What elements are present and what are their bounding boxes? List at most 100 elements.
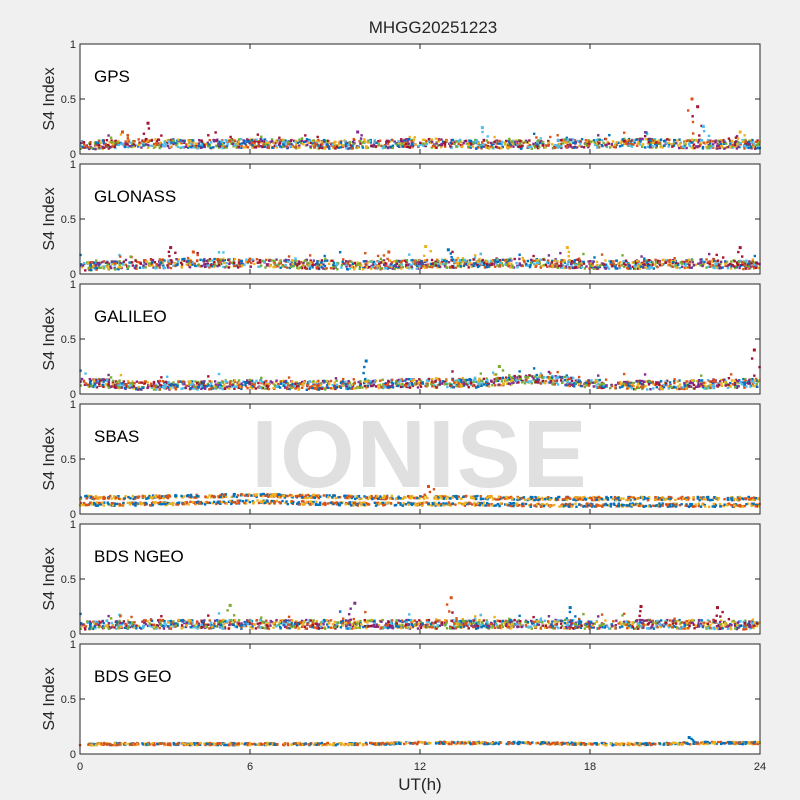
data-point	[265, 384, 269, 387]
data-point	[273, 144, 277, 148]
plot-area	[80, 164, 760, 274]
data-point	[283, 140, 286, 144]
data-point	[482, 261, 486, 264]
data-point	[222, 261, 226, 265]
data-point	[539, 382, 543, 385]
data-point	[630, 387, 634, 390]
data-point	[686, 383, 690, 387]
data-point	[424, 383, 428, 386]
data-point	[675, 142, 678, 145]
data-point	[592, 385, 595, 388]
data-point	[444, 382, 447, 386]
data-point	[176, 142, 179, 145]
data-point	[408, 146, 412, 149]
data-point	[249, 265, 252, 269]
data-point	[240, 264, 243, 267]
data-point	[640, 379, 644, 383]
data-point	[157, 381, 161, 385]
data-point	[633, 141, 636, 144]
data-point	[498, 139, 501, 143]
data-point	[230, 380, 233, 383]
data-point	[332, 387, 335, 390]
data-point	[321, 387, 324, 390]
data-point	[441, 380, 445, 383]
data-point	[185, 384, 188, 387]
data-point	[621, 138, 624, 141]
data-point	[265, 258, 268, 262]
data-point	[592, 260, 595, 263]
data-point	[340, 140, 343, 143]
data-point	[289, 386, 293, 390]
data-point	[733, 265, 736, 268]
data-point	[308, 385, 312, 389]
data-point	[145, 260, 149, 263]
data-point	[365, 380, 369, 383]
data-point	[634, 262, 638, 265]
data-point	[598, 264, 601, 267]
data-point	[94, 264, 97, 267]
data-point	[126, 133, 129, 137]
data-point	[749, 145, 753, 149]
data-point	[212, 263, 216, 267]
data-point	[162, 264, 165, 267]
data-point	[585, 265, 588, 268]
data-point	[636, 259, 639, 263]
data-point	[120, 386, 123, 389]
data-point	[539, 372, 543, 375]
data-point	[576, 139, 580, 143]
data-point	[306, 384, 309, 387]
data-point	[612, 145, 616, 149]
data-point	[244, 145, 247, 149]
data-point	[417, 144, 420, 148]
data-point	[565, 383, 568, 387]
data-point	[531, 375, 534, 378]
data-point	[333, 140, 336, 144]
data-point	[700, 379, 703, 382]
data-point	[391, 267, 394, 270]
data-point	[203, 143, 206, 147]
data-point	[403, 144, 407, 147]
data-point	[487, 147, 491, 150]
data-point	[609, 261, 613, 264]
data-point	[445, 265, 448, 269]
data-point	[588, 267, 591, 270]
data-point	[689, 385, 693, 388]
data-point	[568, 384, 571, 388]
data-point	[602, 263, 606, 266]
data-point	[140, 141, 143, 144]
data-point	[500, 146, 503, 150]
data-point	[536, 143, 539, 146]
data-point	[505, 146, 509, 149]
data-point	[102, 141, 105, 144]
data-point	[680, 260, 684, 263]
data-point	[170, 382, 173, 386]
data-point	[491, 259, 495, 262]
data-point	[212, 138, 215, 142]
data-point	[528, 139, 531, 142]
data-point	[209, 146, 213, 149]
data-point	[120, 142, 123, 145]
data-point	[373, 142, 376, 145]
data-point	[565, 136, 569, 140]
data-point	[541, 379, 544, 383]
data-point	[242, 141, 246, 145]
data-point	[124, 145, 127, 149]
data-point	[716, 259, 720, 262]
data-point	[708, 142, 712, 145]
data-point	[318, 146, 321, 150]
data-point	[569, 262, 573, 266]
data-point	[440, 138, 443, 141]
data-point	[573, 260, 576, 264]
data-point	[166, 144, 170, 148]
data-point	[556, 383, 560, 386]
data-point	[143, 258, 146, 262]
data-point	[477, 141, 480, 145]
data-point	[226, 386, 230, 390]
data-point	[614, 143, 617, 147]
data-point	[372, 143, 376, 147]
data-point	[429, 262, 432, 266]
data-point	[550, 261, 554, 264]
data-point	[631, 383, 634, 386]
data-point	[385, 142, 388, 145]
